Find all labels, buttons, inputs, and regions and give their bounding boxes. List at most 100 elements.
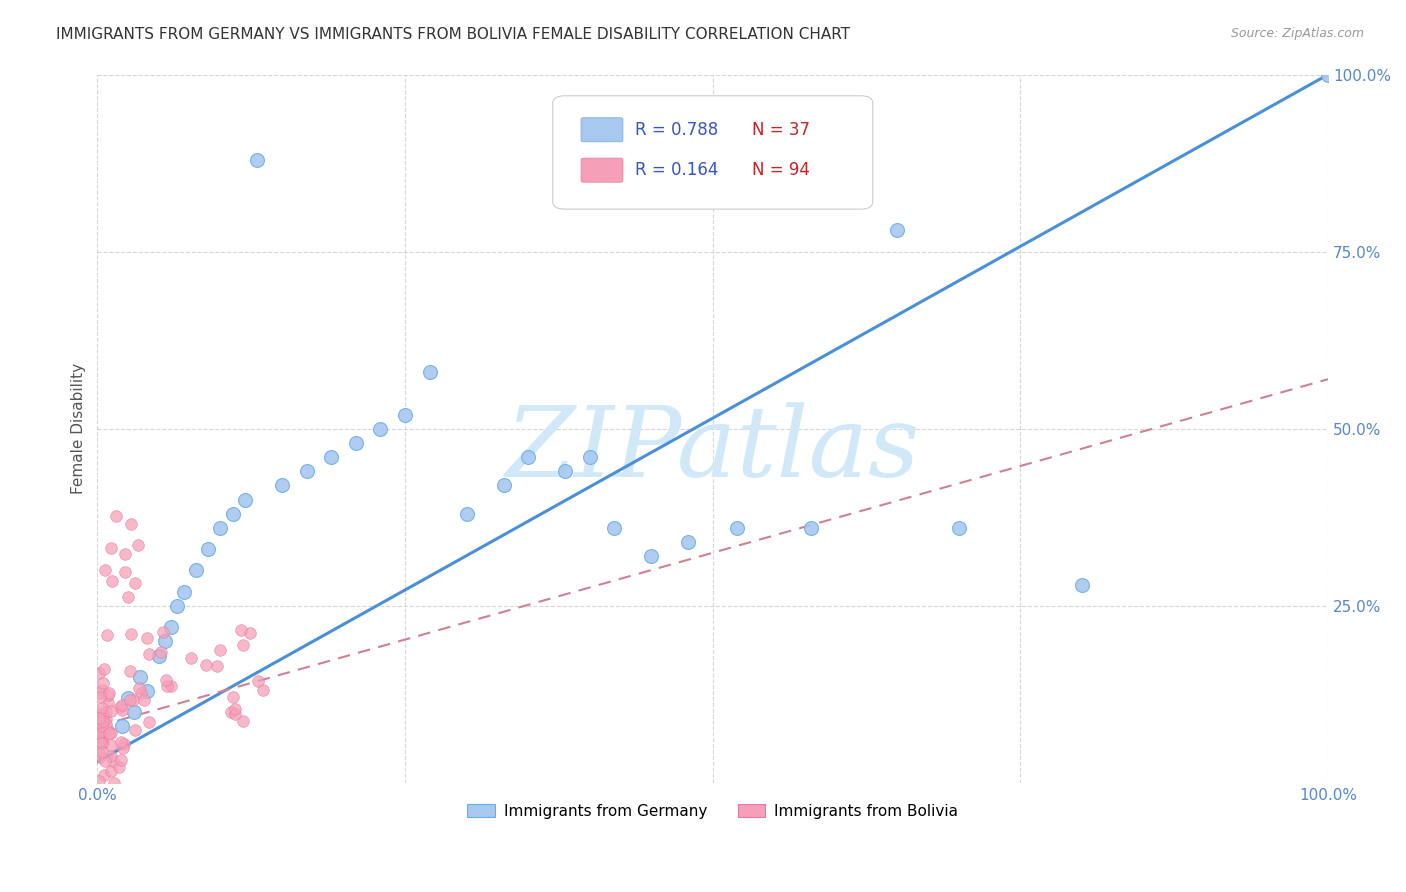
Point xyxy=(117,591,139,605)
Point xyxy=(128,681,150,695)
Point xyxy=(247,673,270,688)
Point xyxy=(232,714,254,728)
Point xyxy=(156,679,179,693)
Point xyxy=(117,691,139,706)
Point xyxy=(948,521,970,535)
Point xyxy=(603,521,626,535)
Point xyxy=(87,666,110,681)
Point xyxy=(101,574,124,589)
Point xyxy=(160,620,183,634)
Point xyxy=(100,764,122,778)
Point xyxy=(800,521,823,535)
Point xyxy=(91,731,114,745)
Point xyxy=(120,516,142,531)
Point xyxy=(118,693,141,707)
Point xyxy=(370,422,392,436)
Point xyxy=(89,730,111,744)
Point xyxy=(87,722,110,736)
Point xyxy=(94,716,117,731)
Point xyxy=(87,724,110,739)
Point xyxy=(94,712,117,726)
Point xyxy=(100,748,122,763)
Point xyxy=(114,565,136,579)
Point xyxy=(87,711,110,725)
Point xyxy=(224,702,246,716)
Point xyxy=(1317,68,1340,82)
Point xyxy=(91,736,114,750)
Point xyxy=(121,693,143,707)
Point xyxy=(89,690,111,704)
Point xyxy=(111,703,134,717)
Point xyxy=(90,736,112,750)
Point xyxy=(232,638,254,652)
Point xyxy=(229,624,252,638)
Point xyxy=(90,718,112,732)
Point xyxy=(103,754,125,768)
Point xyxy=(138,648,160,662)
Point xyxy=(209,521,232,535)
Point xyxy=(97,688,120,702)
Point xyxy=(97,697,120,711)
Point xyxy=(110,753,132,767)
Text: R = 0.164: R = 0.164 xyxy=(636,161,718,179)
FancyBboxPatch shape xyxy=(581,118,623,142)
Point xyxy=(554,464,576,478)
Point xyxy=(222,507,245,521)
Point xyxy=(91,676,114,690)
Point xyxy=(173,584,195,599)
Point xyxy=(295,464,318,478)
Point xyxy=(96,705,118,719)
Point xyxy=(239,625,262,640)
Text: IMMIGRANTS FROM GERMANY VS IMMIGRANTS FROM BOLIVIA FEMALE DISABILITY CORRELATION: IMMIGRANTS FROM GERMANY VS IMMIGRANTS FR… xyxy=(56,27,851,42)
Point xyxy=(103,776,125,790)
Point xyxy=(725,521,748,535)
Point xyxy=(205,659,228,673)
Point xyxy=(93,754,115,768)
Point xyxy=(150,645,173,659)
Point xyxy=(127,538,149,552)
Text: ZIPatlas: ZIPatlas xyxy=(506,402,920,498)
Point xyxy=(129,686,152,700)
Point xyxy=(233,492,256,507)
Point xyxy=(91,682,114,697)
Point xyxy=(120,664,142,678)
Point xyxy=(90,736,112,750)
Point xyxy=(155,673,177,687)
Legend: Immigrants from Germany, Immigrants from Bolivia: Immigrants from Germany, Immigrants from… xyxy=(461,797,965,825)
Point xyxy=(166,599,188,613)
Point xyxy=(419,365,441,379)
Point xyxy=(208,643,231,657)
Text: R = 0.788: R = 0.788 xyxy=(636,120,718,139)
Point xyxy=(100,738,122,752)
Point xyxy=(148,648,170,663)
FancyBboxPatch shape xyxy=(581,158,623,182)
Point xyxy=(153,634,176,648)
Y-axis label: Female Disability: Female Disability xyxy=(72,363,86,494)
Point xyxy=(224,706,246,721)
Point xyxy=(112,737,135,751)
Point xyxy=(87,773,110,788)
Point xyxy=(90,719,112,733)
Point xyxy=(89,716,111,731)
Point xyxy=(114,547,136,561)
Point xyxy=(152,624,174,639)
Point xyxy=(110,734,132,748)
Point xyxy=(91,707,114,722)
Point xyxy=(1071,577,1094,591)
Point xyxy=(138,715,160,730)
Point xyxy=(97,726,120,740)
Point xyxy=(344,436,367,450)
Point xyxy=(221,706,243,720)
Point xyxy=(640,549,662,564)
Point xyxy=(87,715,110,730)
Point xyxy=(91,745,114,759)
Point xyxy=(271,478,294,492)
Point xyxy=(124,705,146,719)
Point xyxy=(132,692,155,706)
Point xyxy=(104,509,127,524)
Point xyxy=(160,679,183,693)
Point xyxy=(93,563,115,577)
Point xyxy=(124,576,146,591)
Point xyxy=(87,725,110,739)
Point xyxy=(578,450,600,464)
